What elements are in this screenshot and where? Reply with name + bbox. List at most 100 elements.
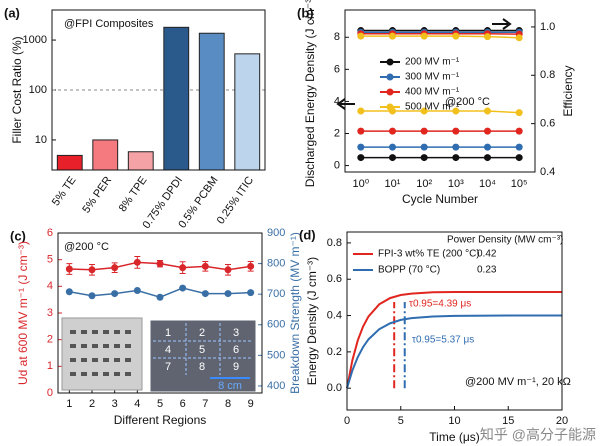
photo-dot xyxy=(81,358,87,362)
marker xyxy=(156,260,164,268)
marker xyxy=(515,109,523,117)
x-tick-label: 10³ xyxy=(448,178,464,190)
y2-tick-label: 600 xyxy=(267,319,285,331)
marker xyxy=(247,262,255,270)
photo xyxy=(149,319,257,393)
x-tick-label: 4 xyxy=(134,398,140,410)
x-tick-label: 5% TE xyxy=(50,175,79,209)
photo-dot xyxy=(114,344,120,348)
y-tick-label: 0.8 xyxy=(327,237,342,249)
y2-tick-label: 0.4 xyxy=(540,166,555,178)
photo-dot xyxy=(103,344,109,348)
legend-title: Power Density (MW cm⁻³) xyxy=(447,235,563,246)
y2-tick-label: 800 xyxy=(267,257,285,269)
marker xyxy=(357,32,365,40)
annotation: @200 °C xyxy=(445,96,490,108)
photo-dot xyxy=(70,344,76,348)
bar xyxy=(127,151,154,171)
x-tick-label: 10 xyxy=(448,415,460,427)
marker xyxy=(224,266,232,274)
marker xyxy=(484,127,491,135)
bar xyxy=(198,32,225,171)
photo-dot xyxy=(125,330,131,334)
annotation: @200 °C xyxy=(64,241,109,253)
legend-value: 0.23 xyxy=(477,265,497,276)
y2-tick-label: 0.8 xyxy=(540,69,555,81)
y-tick-label: 4 xyxy=(47,280,53,292)
marker xyxy=(357,127,365,135)
x-tick-label: 0 xyxy=(344,415,350,427)
photo-dot xyxy=(125,344,131,348)
plot-frame xyxy=(51,9,266,171)
legend-label: 500 MV m⁻¹ xyxy=(405,102,460,113)
legend-marker xyxy=(386,73,394,81)
inset-label: 8 xyxy=(199,361,205,373)
y-tick-label: 8 xyxy=(334,31,340,43)
y-tick-label: 6 xyxy=(47,227,53,239)
legend-label: 400 MV m⁻¹ xyxy=(405,87,460,98)
y2-axis-label: Efficiency xyxy=(561,65,575,116)
marker xyxy=(65,265,73,273)
photo-dot xyxy=(103,358,109,362)
y2-tick-label: 0.6 xyxy=(540,118,555,130)
photo-dot xyxy=(114,330,120,334)
y-axis-label: Energy Density (J cm⁻³) xyxy=(305,257,319,385)
plot-frame xyxy=(346,231,563,411)
x-tick-label: 2 xyxy=(89,398,95,410)
marker xyxy=(88,266,96,274)
panel-label: (d) xyxy=(299,227,316,242)
marker xyxy=(179,284,187,292)
x-tick-label: 6 xyxy=(180,398,186,410)
plot-frame xyxy=(344,9,536,173)
panel-label: (b) xyxy=(297,5,314,20)
marker xyxy=(247,289,255,297)
bar xyxy=(92,139,119,171)
marker xyxy=(420,143,428,151)
x-tick-label: 5 xyxy=(157,398,163,410)
inset-label: 5 xyxy=(199,344,205,356)
inset-label: 9 xyxy=(233,361,239,373)
y-tick-label: 0.4 xyxy=(327,309,342,321)
y-tick-label: 2 xyxy=(47,334,53,346)
bar xyxy=(234,53,261,171)
marker xyxy=(452,154,460,162)
marker xyxy=(224,290,232,298)
series-line xyxy=(346,314,562,389)
marker xyxy=(65,288,73,296)
inset-label: 4 xyxy=(165,344,171,356)
x-tick-label: 3 xyxy=(112,398,118,410)
marker xyxy=(357,107,365,115)
photo-dot xyxy=(103,330,109,334)
y-tick-label: 5 xyxy=(47,254,53,266)
marker xyxy=(201,262,209,270)
y-tick-label: 1000 xyxy=(23,34,47,46)
y-tick-label: 0.2 xyxy=(327,346,342,358)
inset-label: 1 xyxy=(165,327,171,339)
arrow xyxy=(492,18,512,30)
photo-dot xyxy=(114,372,120,376)
marker xyxy=(452,127,460,135)
marker xyxy=(515,143,523,151)
marker xyxy=(452,32,460,40)
photo-dot xyxy=(81,372,87,376)
arrow xyxy=(336,98,355,110)
legend-label: 300 MV m⁻¹ xyxy=(405,72,460,83)
y-tick-label: 0.0 xyxy=(327,382,342,394)
y2-tick-label: 900 xyxy=(267,227,285,239)
y2-axis-label: Breakdown Strength (MV m⁻¹) xyxy=(288,232,302,394)
annotation: @200 MV m⁻¹, 20 kΩ xyxy=(465,376,571,388)
x-tick-label: 10⁴ xyxy=(479,178,496,190)
marker xyxy=(88,292,96,300)
marker xyxy=(389,154,396,162)
photo-dot xyxy=(92,358,98,362)
annotation: τ0.95=5.37 μs xyxy=(412,335,474,346)
marker xyxy=(389,127,396,135)
legend-label: 200 MV m⁻¹ xyxy=(405,57,460,68)
marker xyxy=(357,143,365,151)
x-axis-label: Cycle Number xyxy=(402,192,478,206)
photo-dot xyxy=(81,344,87,348)
y-axis-label: Ud at 600 MV m⁻¹ (J cm⁻³) xyxy=(16,241,30,385)
x-tick-label: 10¹ xyxy=(385,178,401,190)
marker xyxy=(484,143,491,151)
panel-label: (a) xyxy=(4,5,20,20)
